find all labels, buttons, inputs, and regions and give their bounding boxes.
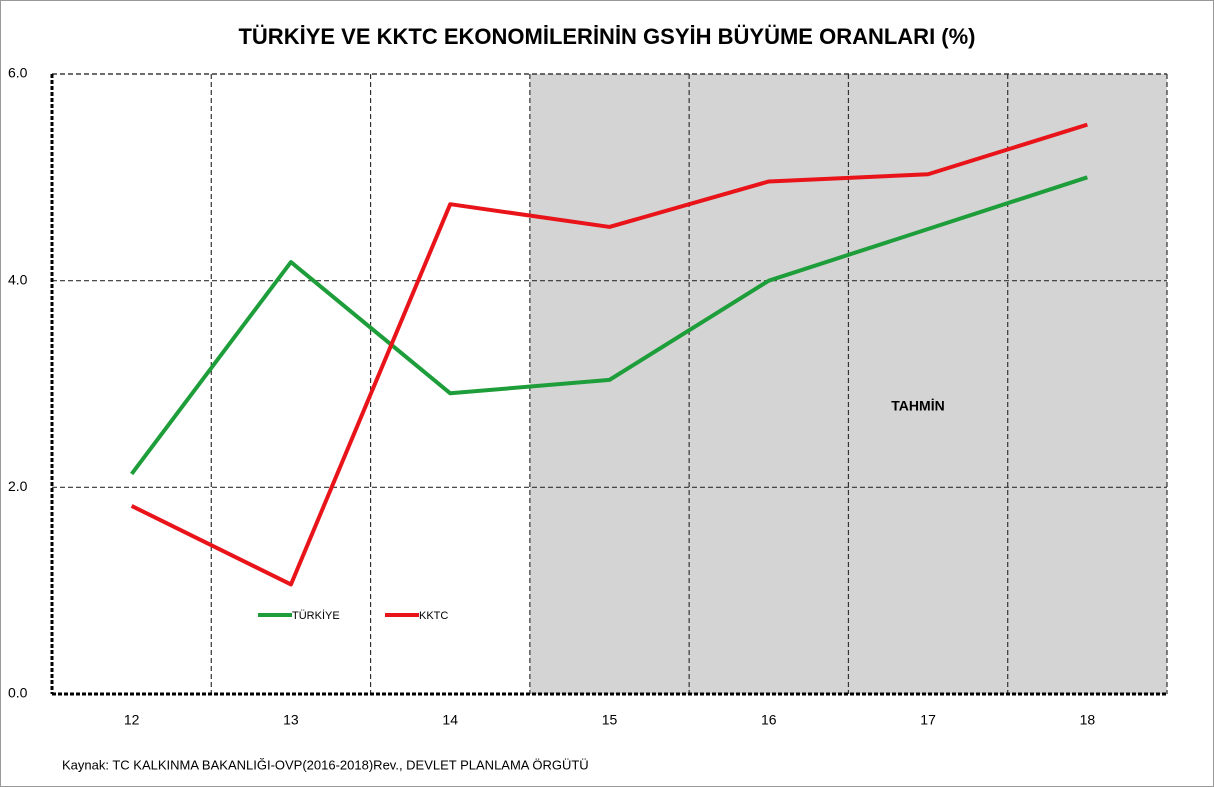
x-tick-label: 17	[920, 712, 936, 728]
legend-label: TÜRKİYE	[292, 609, 340, 622]
x-tick-label: 16	[761, 712, 777, 728]
source-note: Kaynak: TC KALKINMA BAKANLIĞI-OVP(2016-2…	[62, 757, 589, 772]
y-tick-label: 2.0	[8, 478, 28, 494]
y-tick-label: 0.0	[8, 685, 28, 701]
forecast-label: TAHMİN	[891, 398, 944, 414]
series-line	[130, 122, 1088, 587]
legend-label: KKTC	[419, 610, 448, 622]
x-tick-label: 18	[1080, 712, 1096, 728]
y-tick-label: 6.0	[8, 65, 28, 81]
y-tick-label: 4.0	[8, 271, 28, 287]
x-tick-label: 15	[602, 712, 618, 728]
x-tick-label: 14	[442, 712, 458, 728]
chart-title: TÜRKİYE VE KKTC EKONOMİLERİNİN GSYİH BÜY…	[238, 24, 975, 49]
series-line	[130, 175, 1088, 476]
x-tick-label: 12	[124, 712, 140, 728]
x-tick-label: 13	[283, 712, 299, 728]
